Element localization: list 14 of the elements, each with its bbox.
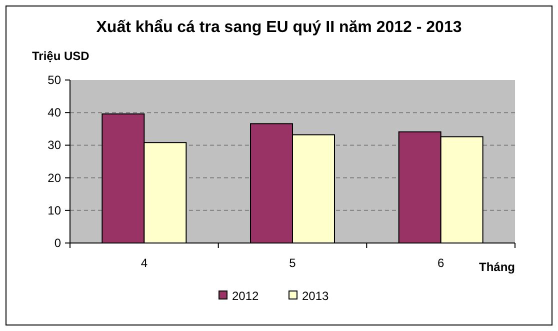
x-tick-label: 5 <box>289 256 296 270</box>
y-axis-title: Triệu USD <box>32 49 90 63</box>
y-tick-label: 10 <box>48 203 62 218</box>
legend-label: 2012 <box>232 289 260 303</box>
x-tick-label: 6 <box>437 256 444 270</box>
y-tick-label: 40 <box>48 106 62 120</box>
chart-title: Xuất khẩu cá tra sang EU quý II năm 2012 - 2013 <box>96 19 462 36</box>
legend-label: 2013 <box>302 289 330 303</box>
x-axis-title: Tháng <box>479 260 515 274</box>
x-tick-label: 4 <box>140 256 148 270</box>
y-tick-label: 50 <box>48 73 62 87</box>
y-tick-label: 30 <box>48 138 62 152</box>
y-tick-label: 20 <box>48 170 62 185</box>
y-tick-label: 0 <box>54 236 62 250</box>
